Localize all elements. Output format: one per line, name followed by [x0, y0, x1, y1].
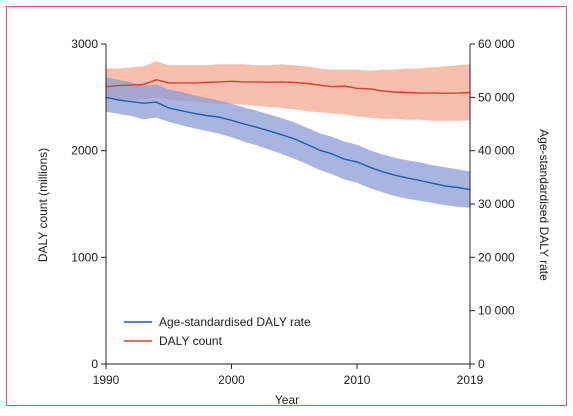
y-right-tick-label: 60 000: [478, 37, 515, 51]
y-left-tick-label: 1000: [71, 250, 98, 264]
y-right-tick-label: 20 000: [478, 250, 515, 264]
y-left-tick-label: 2000: [71, 144, 98, 158]
x-tick-label: 2000: [218, 373, 245, 387]
x-tick-label: 2010: [344, 373, 371, 387]
x-axis-title: Year: [275, 393, 299, 407]
legend: Age-standardised DALY rate DALY count: [124, 315, 311, 348]
y-left-axis-title: DALY count (millions): [36, 148, 50, 262]
y-right-tick-label: 0: [478, 357, 485, 371]
count-uncertainty-band: [106, 61, 470, 121]
x-tick-label: 2019: [457, 373, 484, 387]
series-lines: [105, 78, 471, 191]
y-right-tick-label: 50 000: [478, 90, 515, 104]
legend-label: Age-standardised DALY rate: [159, 315, 311, 329]
uncertainty-bands: [106, 61, 470, 208]
axes: 1990 2000 2010 2019 0 1000 2000 3000 0 10 000 20 0…: [71, 37, 515, 387]
rate-series-line: [105, 96, 471, 191]
legend-label: DALY count: [159, 334, 223, 348]
y-right-tick-label: 10 000: [478, 304, 515, 318]
x-tick-label: 1990: [93, 373, 120, 387]
y-right-tick-label: 40 000: [478, 144, 515, 158]
y-left-tick-label: 3000: [71, 37, 98, 51]
y-right-tick-label: 30 000: [478, 197, 515, 211]
frame-border: [6, 6, 567, 406]
rate-uncertainty-band: [106, 77, 470, 208]
y-left-tick-label: 0: [91, 357, 98, 371]
count-series-line: [105, 78, 471, 95]
y-right-axis-title: Age-standardised DALY rate: [537, 129, 551, 281]
